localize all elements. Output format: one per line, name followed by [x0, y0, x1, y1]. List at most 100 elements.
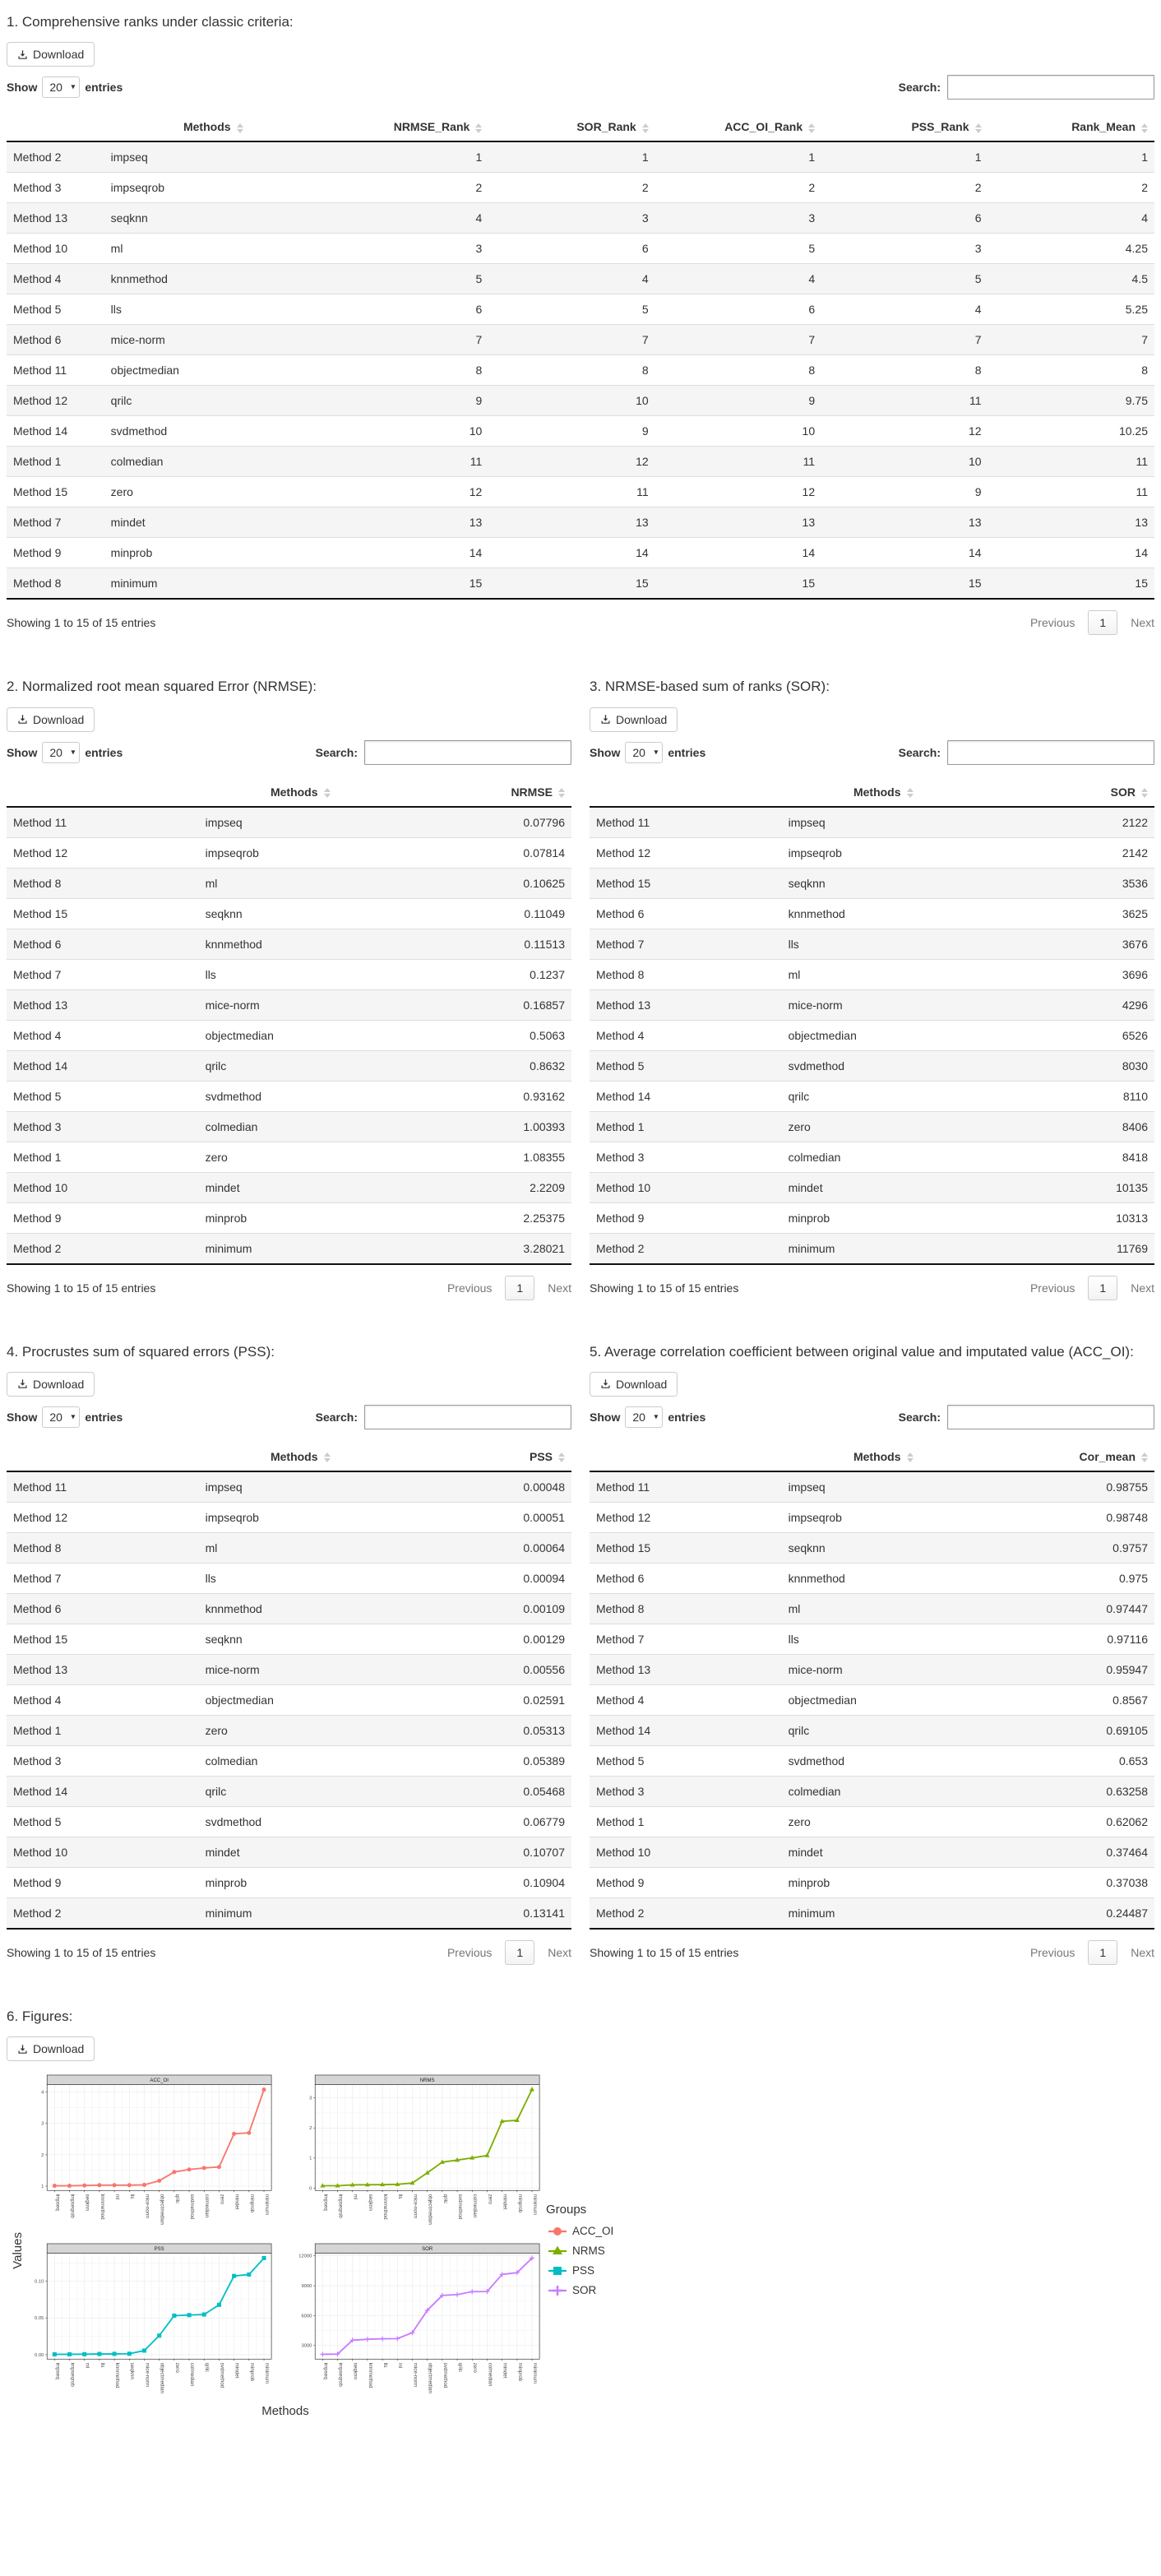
table-row: Method 12 impseqrob 2142	[590, 836, 1154, 868]
next-page-button[interactable]: Next	[548, 1281, 571, 1295]
column-header-methods[interactable]: Methods	[781, 777, 985, 808]
cell: Method 5	[590, 1744, 782, 1777]
cell: 13	[821, 507, 988, 538]
column-header-sor[interactable]: SOR	[984, 777, 1154, 808]
page-length-select[interactable]: 20	[42, 1406, 81, 1428]
search-input[interactable]	[364, 739, 571, 765]
previous-page-button[interactable]: Previous	[1029, 1281, 1075, 1295]
search-input[interactable]	[364, 1404, 571, 1429]
search-input[interactable]	[947, 75, 1154, 100]
svg-text:lls: lls	[382, 2362, 388, 2367]
cell: 11	[988, 446, 1154, 477]
cell: 3676	[984, 928, 1154, 959]
table-row: Method 5 svdmethod 0.653	[590, 1744, 1154, 1777]
table-row: Method 8 ml 0.10625	[7, 867, 571, 898]
cell: 0.11049	[401, 897, 571, 929]
section-figures: 6. Figures: Download Values ACC_OI 1 2 3 4 im…	[7, 2008, 1154, 2426]
table-row: Method 6 knnmethod 0.975	[590, 1562, 1154, 1594]
sort-icon	[323, 787, 331, 798]
column-header-methods[interactable]: Methods	[104, 113, 322, 143]
page-length-select[interactable]: 20	[625, 741, 664, 763]
svg-text:minprob: minprob	[249, 2362, 255, 2381]
svg-text:impseq: impseq	[322, 2362, 328, 2379]
cell: minprob	[781, 1866, 985, 1898]
next-page-button[interactable]: Next	[1131, 1281, 1154, 1295]
cell: zero	[198, 1714, 402, 1746]
download-button[interactable]: Download	[590, 707, 678, 732]
cell: 0.07796	[523, 815, 565, 829]
cell: lls	[198, 958, 402, 989]
cell: Method 8	[590, 958, 782, 989]
cell: Method 1	[7, 446, 104, 477]
cell: minprob	[104, 537, 322, 568]
next-page-button[interactable]: Next	[1131, 1945, 1154, 1959]
download-icon	[17, 714, 28, 725]
cell: Method 3	[7, 1110, 199, 1142]
column-header-methods[interactable]: Methods	[198, 1442, 402, 1472]
column-header-nrmse_rank[interactable]: NRMSE_Rank	[321, 113, 489, 143]
cell: seqknn	[781, 1531, 985, 1564]
table-row: Method 5 svdmethod 8030	[590, 1049, 1154, 1081]
cell: Method 12	[7, 1501, 199, 1533]
section-title: 5. Average correlation coefficient betwe…	[590, 1343, 1134, 1360]
column-header-cor_mean[interactable]: Cor_mean	[984, 1442, 1154, 1472]
download-button[interactable]: Download	[7, 707, 95, 732]
pagination: Previous 1 Next	[1029, 1939, 1154, 1965]
page-number-button[interactable]: 1	[505, 1939, 535, 1965]
table-row: Method 7 mindet 13 13 13 13 13	[7, 507, 1154, 538]
svg-text:2: 2	[41, 2153, 44, 2158]
svg-text:lls: lls	[129, 2194, 135, 2199]
page-number-button[interactable]: 1	[1088, 610, 1118, 636]
showing-entries-text: Showing 1 to 15 of 15 entries	[7, 1945, 156, 1959]
page-length-select[interactable]: 20	[42, 741, 81, 763]
download-button[interactable]: Download	[590, 1371, 678, 1397]
download-button[interactable]: Download	[7, 1371, 95, 1397]
column-header-rownames	[7, 777, 199, 808]
svg-text:ml: ml	[114, 2194, 120, 2200]
cell: Method 13	[590, 1653, 782, 1685]
svg-text:impseq: impseq	[54, 2362, 60, 2379]
cell: 2	[488, 172, 655, 203]
column-header-acc_oi_rank[interactable]: ACC_OI_Rank	[655, 113, 822, 143]
svg-text:colmedian: colmedian	[204, 2194, 210, 2218]
previous-page-button[interactable]: Previous	[1029, 616, 1075, 630]
page-number-button[interactable]: 1	[505, 1275, 535, 1300]
cell: Method 5	[7, 1805, 199, 1837]
column-header-sor_rank[interactable]: SOR_Rank	[488, 113, 655, 143]
previous-page-button[interactable]: Previous	[1029, 1945, 1075, 1959]
next-page-button[interactable]: Next	[548, 1945, 571, 1959]
cell: 2	[821, 172, 988, 203]
page-number-button[interactable]: 1	[1088, 1939, 1118, 1965]
cell: minimum	[198, 1232, 402, 1265]
page-length-select[interactable]: 20	[625, 1406, 664, 1428]
cell: Method 10	[590, 1836, 782, 1868]
download-button[interactable]: Download	[7, 42, 95, 67]
next-page-button[interactable]: Next	[1131, 616, 1154, 630]
svg-text:ACC_OI: ACC_OI	[150, 2078, 169, 2083]
column-header-methods[interactable]: Methods	[781, 1442, 985, 1472]
column-header-pss[interactable]: PSS	[401, 1442, 571, 1472]
column-header-rownames	[7, 1442, 199, 1472]
column-header-nrmse[interactable]: NRMSE	[401, 777, 571, 808]
cell: impseq	[110, 151, 148, 164]
cell: 0.11513	[401, 928, 571, 959]
search-input[interactable]	[947, 1404, 1154, 1429]
table-row: Method 9 minprob 10313	[590, 1202, 1154, 1233]
column-header-pss_rank[interactable]: PSS_Rank	[821, 113, 988, 143]
page-number-button[interactable]: 1	[1088, 1275, 1118, 1300]
column-header-rank_mean[interactable]: Rank_Mean	[988, 113, 1154, 143]
previous-page-button[interactable]: Previous	[446, 1945, 493, 1959]
previous-page-button[interactable]: Previous	[446, 1281, 493, 1295]
cell: ml	[104, 233, 322, 264]
svg-text:qrilc: qrilc	[457, 2362, 463, 2372]
cell: 0.37038	[984, 1866, 1154, 1898]
table-row: Method 3 colmedian 8418	[590, 1141, 1154, 1172]
table-row: Method 13 mice-norm 4296	[590, 989, 1154, 1020]
search-input[interactable]	[947, 739, 1154, 765]
cell: impseq	[205, 815, 243, 829]
page-length-select[interactable]: 20	[42, 76, 81, 99]
download-button[interactable]: Download	[7, 2036, 95, 2061]
column-header-methods[interactable]: Methods	[198, 777, 402, 808]
cell: 0.10707	[401, 1836, 571, 1868]
legend-title: Groups	[545, 2202, 587, 2217]
